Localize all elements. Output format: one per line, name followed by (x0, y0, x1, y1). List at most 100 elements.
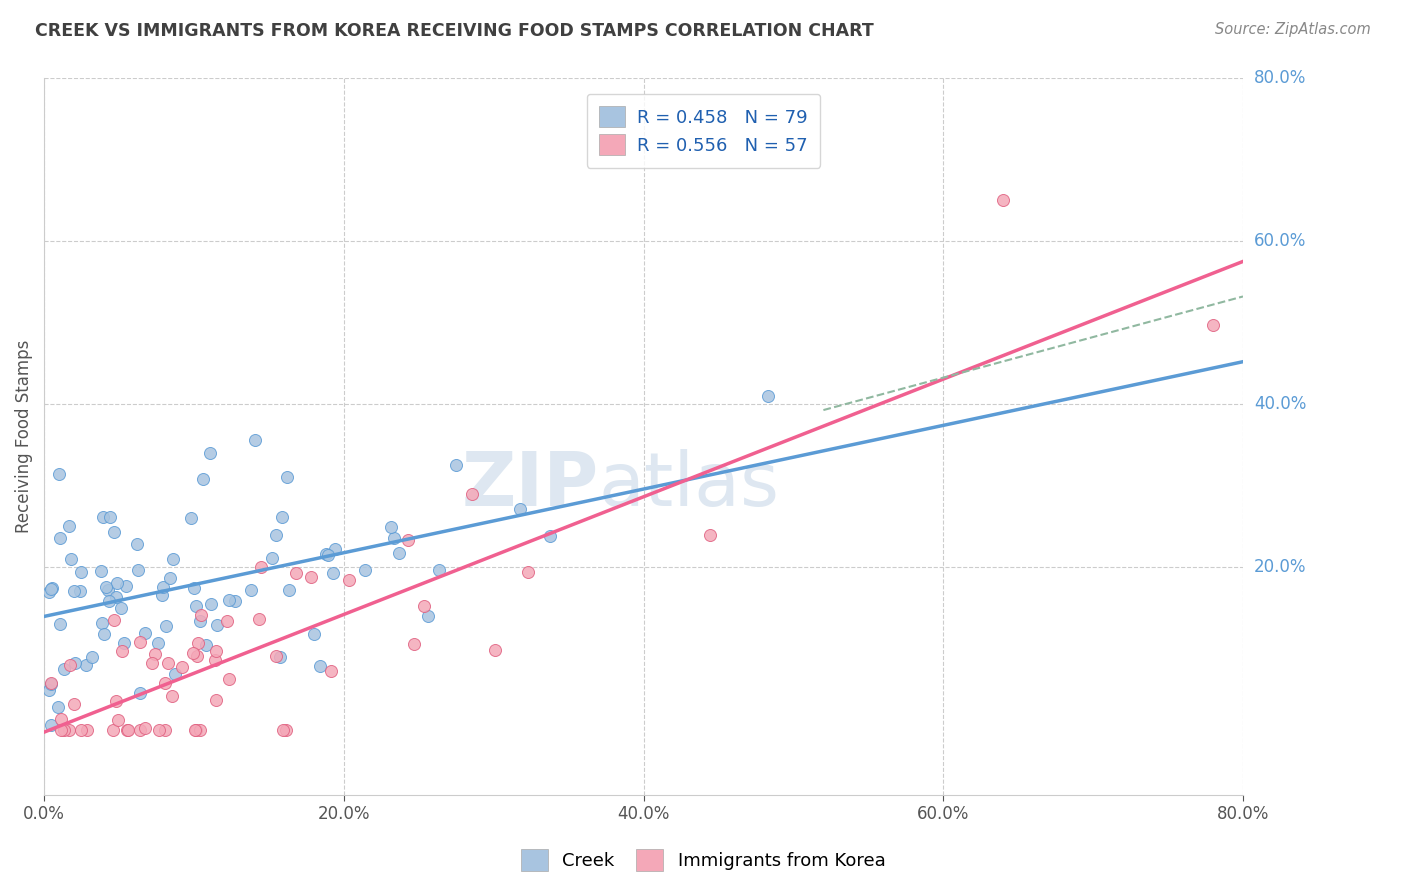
Text: CREEK VS IMMIGRANTS FROM KOREA RECEIVING FOOD STAMPS CORRELATION CHART: CREEK VS IMMIGRANTS FROM KOREA RECEIVING… (35, 22, 875, 40)
Point (70, 723, 93, 737)
Point (198, 446, 221, 460)
Point (1202, 318, 1225, 332)
Point (38, 585, 60, 599)
Point (250, 560, 273, 574)
Point (285, 566, 308, 580)
Point (993, 193, 1015, 207)
Point (80, 649, 103, 664)
Point (41, 582, 63, 597)
Point (53, 662, 76, 676)
Point (204, 653, 226, 667)
Point (184, 599, 207, 613)
Point (91, 510, 114, 524)
Point (388, 546, 411, 560)
Point (41, 581, 63, 595)
Point (49, 531, 72, 545)
Point (98, 510, 121, 524)
Point (38, 682, 60, 697)
Point (153, 676, 176, 690)
Point (101, 723, 124, 737)
Point (90, 564, 112, 578)
Text: 20.0%: 20.0% (1254, 558, 1306, 575)
Point (218, 672, 240, 686)
Point (699, 528, 721, 542)
Point (264, 528, 287, 542)
Point (315, 547, 337, 561)
Point (270, 510, 292, 524)
Point (396, 533, 419, 547)
Y-axis label: Receiving Food Stamps: Receiving Food Stamps (15, 340, 32, 533)
Point (129, 635, 152, 649)
Point (110, 600, 132, 615)
Point (183, 581, 205, 595)
Point (60, 551, 83, 566)
Point (200, 597, 222, 611)
Point (412, 599, 434, 613)
Point (217, 614, 239, 628)
Point (337, 573, 360, 587)
Text: Source: ZipAtlas.com: Source: ZipAtlas.com (1215, 22, 1371, 37)
Point (278, 582, 301, 597)
Point (152, 580, 174, 594)
Point (402, 637, 425, 651)
Point (39, 718, 62, 732)
Point (115, 723, 138, 737)
Point (302, 627, 325, 641)
Point (321, 566, 343, 580)
Point (276, 723, 298, 737)
Point (224, 593, 246, 607)
Point (271, 723, 294, 737)
Point (382, 531, 405, 545)
Point (509, 501, 531, 516)
Point (93, 627, 115, 641)
Point (157, 657, 180, 671)
Point (146, 636, 169, 650)
Point (49, 723, 72, 737)
Point (125, 537, 148, 551)
Point (155, 619, 177, 633)
Point (180, 510, 202, 524)
Text: ZIP: ZIP (461, 449, 599, 522)
Point (115, 579, 138, 593)
Point (105, 575, 128, 590)
Point (195, 639, 218, 653)
Point (148, 723, 170, 737)
Point (516, 565, 538, 579)
Point (112, 635, 135, 649)
Point (205, 693, 228, 707)
Point (239, 582, 262, 597)
Point (427, 563, 450, 577)
Point (191, 472, 214, 486)
Point (48, 467, 70, 482)
Point (276, 470, 298, 484)
Point (153, 723, 176, 737)
Point (444, 458, 467, 472)
Point (260, 550, 283, 565)
Point (205, 644, 228, 658)
Point (129, 686, 152, 700)
Point (104, 694, 127, 708)
Point (96, 582, 118, 597)
Point (299, 570, 322, 584)
Legend: R = 0.458   N = 79, R = 0.556   N = 57: R = 0.458 N = 79, R = 0.556 N = 57 (586, 94, 821, 168)
Point (48, 616, 70, 631)
Point (91, 616, 114, 631)
Point (134, 625, 156, 640)
Point (243, 433, 266, 447)
Point (128, 723, 150, 737)
Point (76, 723, 98, 737)
Point (309, 659, 332, 673)
Point (58, 518, 80, 533)
Point (103, 524, 125, 539)
Point (96, 580, 118, 594)
Point (104, 590, 127, 604)
Text: 80.0%: 80.0% (1254, 69, 1306, 87)
Point (184, 723, 207, 737)
Point (152, 588, 174, 602)
Point (188, 723, 211, 737)
Point (266, 648, 288, 663)
Point (160, 689, 183, 703)
Point (380, 520, 402, 534)
Point (159, 571, 181, 585)
Point (46, 699, 69, 714)
